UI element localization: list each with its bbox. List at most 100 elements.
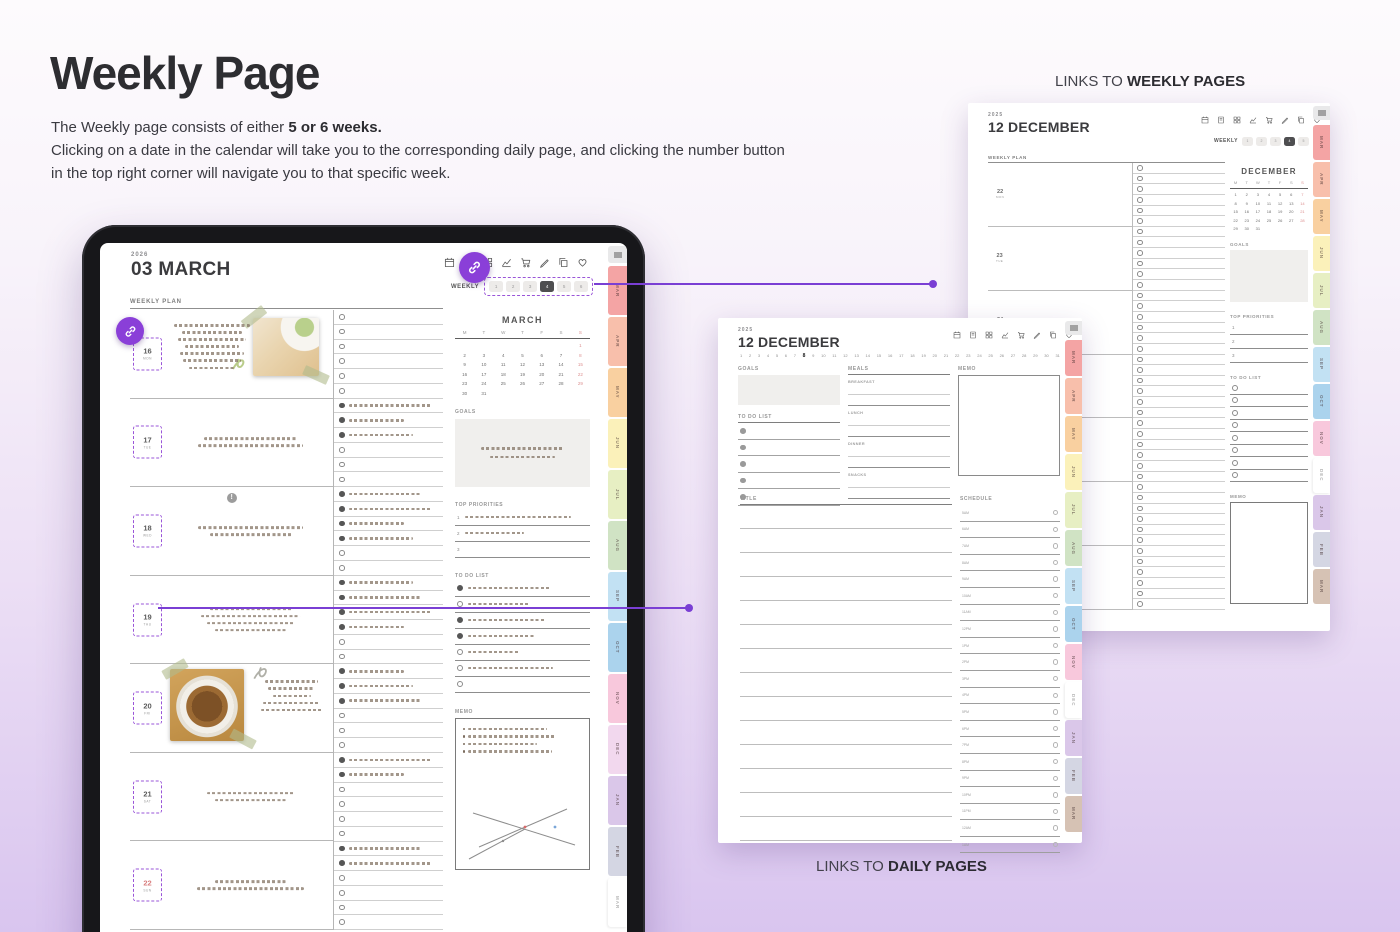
- checkbox-circle[interactable]: [339, 816, 345, 822]
- checklist-row[interactable]: [1133, 504, 1225, 515]
- checklist-row[interactable]: [334, 428, 443, 443]
- grid-icon[interactable]: [985, 331, 993, 339]
- ruled-line[interactable]: [740, 697, 952, 722]
- date-label[interactable]: 23 TUE: [996, 253, 1003, 263]
- checkbox-circle[interactable]: [339, 801, 345, 807]
- checkbox-circle[interactable]: [339, 565, 345, 571]
- todo-row[interactable]: [1230, 470, 1308, 482]
- checklist-row[interactable]: [1133, 440, 1225, 451]
- checklist-row[interactable]: [334, 827, 443, 842]
- calendar-date[interactable]: 14: [1300, 200, 1305, 206]
- checklist-row[interactable]: [334, 812, 443, 827]
- ruled-line[interactable]: [740, 625, 952, 650]
- week-day-row-18[interactable]: 18 WED!: [130, 487, 334, 576]
- memo-box[interactable]: [958, 375, 1060, 476]
- checkbox-circle[interactable]: [339, 624, 345, 630]
- checklist-row[interactable]: [334, 369, 443, 384]
- calendar-date[interactable]: 24: [1255, 217, 1261, 223]
- month-tab-mar[interactable]: MAR: [608, 266, 627, 315]
- checkbox-circle[interactable]: [457, 585, 463, 591]
- checkbox-circle[interactable]: [1137, 175, 1143, 182]
- todo-row[interactable]: [455, 581, 590, 597]
- checklist-row[interactable]: [1133, 365, 1225, 376]
- checkbox-circle[interactable]: [339, 314, 345, 320]
- calendar-date[interactable]: 8: [579, 352, 582, 358]
- checklist-row[interactable]: [1133, 386, 1225, 398]
- checklist-row[interactable]: [334, 458, 443, 473]
- schedule-row-8PM[interactable]: 8PM: [960, 754, 1060, 771]
- checklist-row[interactable]: [334, 310, 443, 325]
- ruled-line[interactable]: [740, 577, 952, 602]
- menu-tab[interactable]: [608, 246, 627, 263]
- checklist-row[interactable]: [1133, 259, 1225, 270]
- day-number-10[interactable]: 10: [821, 353, 826, 358]
- month-tab-oct[interactable]: OCT: [1065, 606, 1082, 642]
- checkbox-circle[interactable]: [1232, 434, 1238, 441]
- checklist-row[interactable]: [334, 842, 443, 857]
- checkbox-circle[interactable]: [1137, 271, 1143, 278]
- checklist-row[interactable]: [1133, 535, 1225, 547]
- checkbox-circle[interactable]: [1137, 335, 1143, 341]
- checklist-row[interactable]: [1133, 269, 1225, 281]
- checklist-row[interactable]: [334, 531, 443, 547]
- calendar-date[interactable]: 11: [500, 362, 506, 367]
- calendar-date[interactable]: 19: [1277, 209, 1283, 214]
- month-tab-jul[interactable]: JUL: [1313, 273, 1330, 308]
- day-number-30[interactable]: 30: [1044, 353, 1049, 358]
- ruled-line[interactable]: [848, 457, 950, 469]
- calendar-icon[interactable]: [953, 331, 961, 339]
- checklist-row[interactable]: [1133, 237, 1225, 249]
- day-number-24[interactable]: 24: [977, 353, 982, 358]
- checklist-row[interactable]: [334, 399, 443, 414]
- checkbox-circle[interactable]: [1052, 609, 1058, 616]
- cart-icon[interactable]: [1265, 116, 1273, 124]
- todo-row[interactable]: [1230, 432, 1308, 445]
- ruled-line[interactable]: [740, 817, 952, 842]
- checkbox-circle[interactable]: [339, 727, 345, 734]
- calendar-icon[interactable]: [1201, 116, 1209, 124]
- calendar-date[interactable]: 25: [1266, 217, 1272, 223]
- month-tab-nov[interactable]: NOV: [1313, 421, 1330, 456]
- month-tab-apr[interactable]: APR: [1065, 378, 1082, 414]
- checkbox-circle[interactable]: [339, 358, 345, 364]
- week-button-3[interactable]: 3: [1269, 137, 1281, 146]
- checkbox-circle[interactable]: [339, 594, 345, 601]
- day-number-7[interactable]: 7: [793, 353, 796, 358]
- checkbox-circle[interactable]: [339, 520, 345, 527]
- calendar-date[interactable]: 25: [500, 381, 506, 386]
- schedule-row-10PM[interactable]: 10PM: [960, 787, 1060, 804]
- checklist-row[interactable]: [1133, 514, 1225, 525]
- checklist-row[interactable]: [1133, 291, 1225, 302]
- checkbox-circle[interactable]: [1137, 377, 1143, 384]
- checkbox-circle[interactable]: [1052, 676, 1058, 682]
- checklist-row[interactable]: [334, 664, 443, 680]
- checklist-row[interactable]: [334, 340, 443, 355]
- checklist-row[interactable]: [1133, 184, 1225, 195]
- checklist-row[interactable]: [1133, 280, 1225, 291]
- checkbox-circle[interactable]: [740, 444, 746, 451]
- month-tab-jan[interactable]: JAN: [608, 776, 627, 825]
- day-number-1[interactable]: 1: [740, 353, 743, 358]
- schedule-row-3PM[interactable]: 3PM: [960, 671, 1060, 688]
- todo-row[interactable]: [455, 645, 590, 661]
- checkbox-circle[interactable]: [1052, 543, 1058, 549]
- checkbox-circle[interactable]: [339, 387, 345, 394]
- checkbox-circle[interactable]: [1052, 576, 1058, 582]
- heart-icon[interactable]: [577, 257, 588, 268]
- checklist-row[interactable]: [1133, 578, 1225, 589]
- checklist-row[interactable]: [334, 753, 443, 768]
- calendar-date[interactable]: 29: [1233, 226, 1238, 231]
- checklist-row[interactable]: [334, 679, 443, 694]
- ruled-line[interactable]: [848, 477, 950, 489]
- date-box-20[interactable]: 20 FRI: [133, 691, 162, 725]
- checklist-row[interactable]: [334, 325, 443, 340]
- priority-row-3[interactable]: 3: [1230, 349, 1308, 363]
- date-box-21[interactable]: 21 SAT: [133, 780, 162, 814]
- checkbox-circle[interactable]: [1137, 260, 1143, 267]
- month-tab-jun[interactable]: JUN: [608, 419, 627, 468]
- checklist-row[interactable]: [1133, 355, 1225, 366]
- calendar-date[interactable]: 16: [462, 371, 468, 377]
- checkbox-circle[interactable]: [457, 617, 463, 623]
- checkbox-circle[interactable]: [339, 860, 345, 866]
- checkbox-circle[interactable]: [1052, 792, 1058, 798]
